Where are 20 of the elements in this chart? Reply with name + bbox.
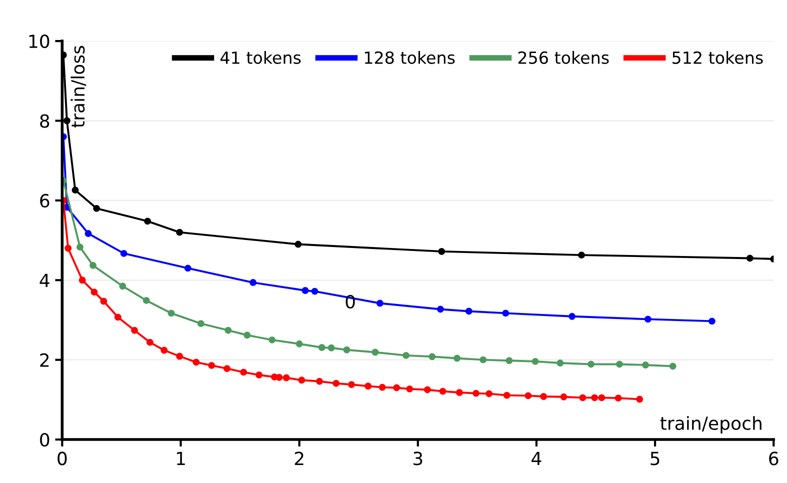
y-tick-label: 0: [40, 432, 50, 447]
legend-label: 512 tokens: [672, 51, 763, 64]
x-tick-label: 0: [58, 452, 67, 466]
x-tick-label: 5: [650, 452, 660, 466]
y-tick-label: 4: [40, 274, 50, 287]
y-axis-title: train/loss: [70, 46, 86, 128]
annotation: 0: [346, 294, 355, 308]
x-tick-label: 4: [532, 452, 542, 466]
x-tick-label: 2: [294, 452, 304, 466]
x-tick-label: 1: [176, 452, 185, 466]
y-tick-label: 8: [40, 114, 50, 128]
x-axis-title: train/epoch: [660, 416, 762, 434]
legend-label: 128 tokens: [364, 51, 455, 64]
x-tick-label: 3: [414, 452, 422, 466]
y-tick-label: 6: [40, 194, 50, 208]
x-tick-label: 6: [769, 452, 778, 466]
y-tick-label: 2: [40, 353, 49, 367]
legend-label: 256 tokens: [518, 51, 609, 64]
legend-label: 41 tokens: [220, 51, 301, 64]
y-tick-label: 10: [29, 34, 50, 48]
